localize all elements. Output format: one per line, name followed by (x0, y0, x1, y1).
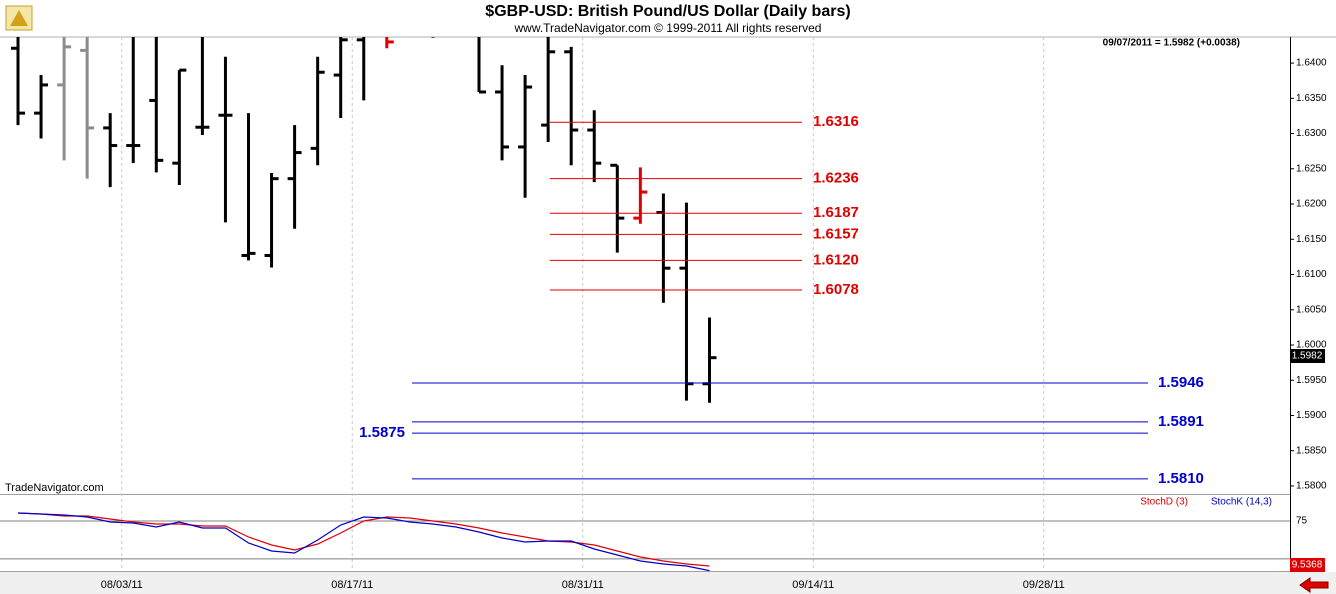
level-label: 1.5810 (1158, 470, 1204, 487)
y-tick-label: 1.6100 (1296, 269, 1327, 280)
y-tick-label: 1.6050 (1296, 304, 1327, 315)
chart-title: $GBP-USD: British Pound/US Dollar (Daily… (485, 3, 850, 20)
y-tick-label: 1.6150 (1296, 234, 1327, 245)
legend-entry: StochD (3) (1140, 497, 1188, 508)
y-tick-label: 1.5950 (1296, 375, 1327, 386)
y-tick-label: 1.6300 (1296, 128, 1327, 139)
subtitle: www.TradeNavigator.com © 1999-2011 All r… (514, 21, 822, 35)
legend-entry: StochK (14,3) (1211, 497, 1272, 508)
date-strip (0, 572, 1336, 594)
grid (121, 37, 1045, 571)
axes: 08/03/11 08/17/11 08/31/11 09/14/11 09/28/11… (101, 58, 1327, 591)
level-label: 1.5875 (359, 424, 405, 441)
stoch-line (17, 512, 710, 567)
y-tick-label: 1.6000 (1296, 340, 1327, 351)
x-tick-label: 09/28/11 (1023, 579, 1065, 591)
y-tick-label: 1.5850 (1296, 445, 1327, 456)
x-tick-label: 08/03/11 (101, 579, 143, 591)
last-price-annotation: 09/07/2011 = 1.5982 (+0.0038) (1103, 38, 1240, 49)
level-label: 1.5946 (1158, 374, 1204, 391)
level-label: 1.5891 (1158, 413, 1204, 430)
y-tick-label: 1.5900 (1296, 410, 1327, 421)
y-tick-label: 75 (1296, 516, 1308, 527)
level-label: 1.6316 (813, 113, 859, 130)
stoch-line (17, 512, 710, 572)
last-stoch-box (1290, 558, 1325, 572)
level-label: 1.6236 (813, 170, 859, 187)
scroll-arrow[interactable] (1299, 577, 1329, 593)
y-tick-label: 1.6200 (1296, 199, 1327, 210)
x-tick-label: 08/17/11 (331, 579, 373, 591)
y-tick-label: 1.5800 (1296, 481, 1327, 492)
level-label: 1.6157 (813, 225, 859, 242)
logo (5, 5, 33, 31)
x-tick-label: 08/31/11 (562, 579, 604, 591)
price-panel (11, 37, 717, 403)
last-stoch-label: 9.5368 (1292, 560, 1323, 571)
stochastic-panel: StochD (3) StochK (14,3) (0, 497, 1290, 572)
y-tick-label: 1.6350 (1296, 93, 1327, 104)
level-label: 1.6187 (813, 204, 859, 221)
x-tick-label: 09/14/11 (792, 579, 834, 591)
y-tick-label: 1.6400 (1296, 58, 1327, 69)
last-price-label: 1.5982 (1292, 351, 1323, 362)
last-price-box (1290, 349, 1325, 363)
watermark: TradeNavigator.com (5, 482, 104, 494)
level-label: 1.6078 (813, 281, 859, 298)
level-label: 1.6120 (813, 251, 859, 268)
y-tick-label: 1.6250 (1296, 163, 1327, 174)
levels: 1.6316 1.6236 1.6187 1.6157 1.6120 1.6078 1.59… (359, 113, 1204, 487)
